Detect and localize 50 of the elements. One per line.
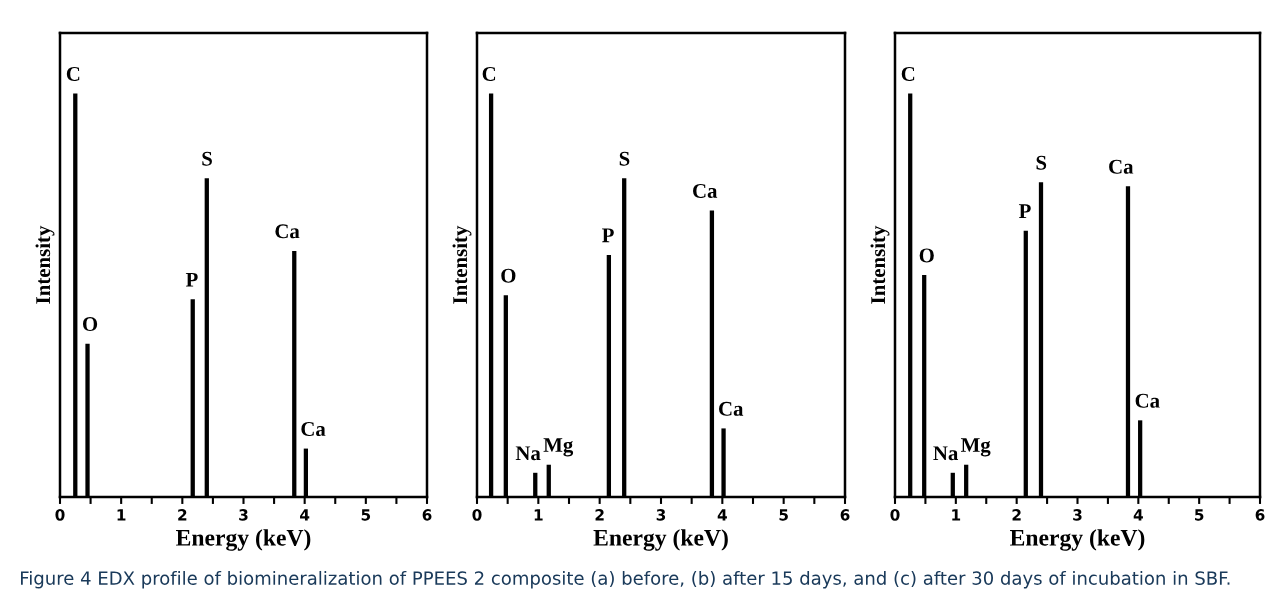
annotation: C — [482, 66, 496, 81]
annotation: Ca — [301, 422, 326, 437]
x-tick-label: 6 — [840, 509, 850, 521]
annotation: Na — [515, 446, 541, 461]
x-tick-label: 6 — [1255, 509, 1265, 521]
annotation: O — [919, 248, 934, 263]
annotation: Mg — [543, 438, 574, 457]
x-tick-label: 2 — [1012, 509, 1021, 521]
x-tick-label: 1 — [117, 509, 126, 521]
x-tick-label: 5 — [361, 509, 371, 521]
x-tick-label: 4 — [1133, 509, 1143, 521]
x-tick-label: 6 — [422, 509, 432, 521]
x-tick-label: 4 — [717, 509, 727, 521]
annotation: Mg — [960, 438, 991, 457]
y-axis-title: Intensity — [452, 225, 472, 304]
x-tick-label: 1 — [534, 509, 543, 521]
x-axis-title: Energy (keV) — [1010, 529, 1145, 551]
annotation: P — [1018, 204, 1031, 218]
x-tick-label: 3 — [656, 509, 666, 521]
x-tick-label: 5 — [1195, 509, 1204, 521]
x-tick-label: 2 — [595, 509, 604, 521]
annotation: S — [202, 151, 212, 166]
x-tick-label: 5 — [779, 509, 788, 521]
y-axis-title: Intensity — [35, 225, 55, 304]
x-axis-title: Energy (keV) — [593, 529, 728, 551]
annotation: P — [602, 228, 614, 243]
annotation: S — [619, 151, 630, 166]
annotation: Ca — [719, 401, 744, 416]
x-tick-label: 1 — [952, 509, 961, 521]
x-tick-label: 4 — [300, 509, 310, 521]
x-tick-label: 0 — [472, 509, 482, 521]
caption: Figure 4 EDX profile of biomineralization of PPEES 2 composite (a) before, (b) after 15 days, and (c) after 30 days of incubation in SBF. — [21, 570, 1230, 589]
annotation: C — [901, 66, 915, 81]
annotation: O — [82, 317, 98, 332]
y-axis-title: Intensity — [870, 225, 890, 304]
x-tick-label: 0 — [55, 509, 65, 521]
annotation: Ca — [275, 224, 300, 239]
x-tick-label: 3 — [1073, 509, 1082, 521]
annotation: O — [501, 268, 516, 283]
annotation: S — [1036, 155, 1047, 170]
x-axis-title: Energy (keV) — [176, 529, 311, 551]
annotation: Na — [933, 446, 959, 461]
annotation: Ca — [693, 183, 718, 198]
annotation: C — [66, 66, 80, 81]
x-tick-label: 2 — [178, 509, 187, 521]
x-tick-label: 3 — [239, 509, 248, 521]
annotation: P — [185, 272, 198, 287]
x-tick-label: 0 — [890, 509, 900, 521]
annotation: Ca — [1135, 393, 1160, 408]
annotation: Ca — [1109, 159, 1134, 174]
